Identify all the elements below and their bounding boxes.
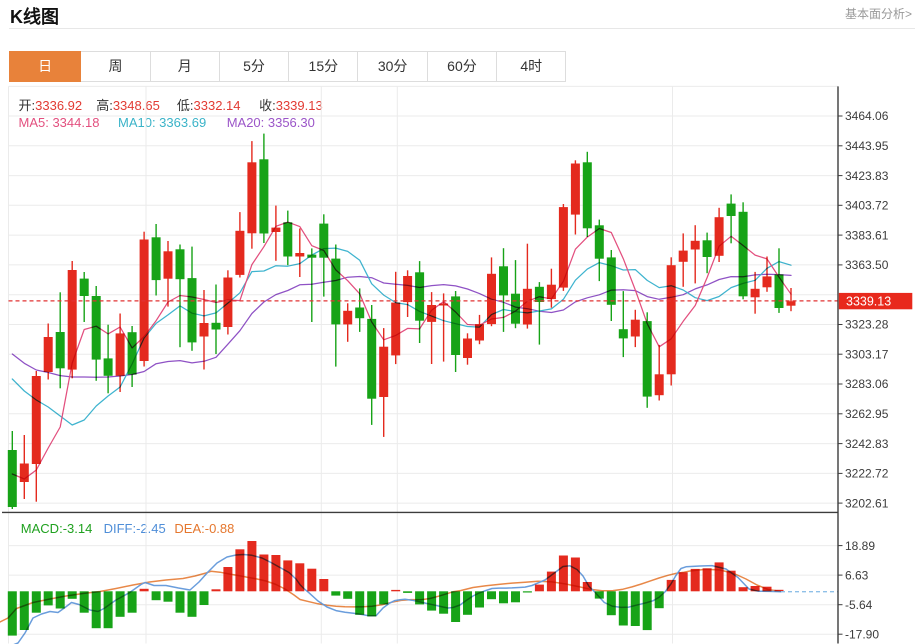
svg-text:3423.83: 3423.83 <box>845 169 889 183</box>
svg-text:3242.83: 3242.83 <box>845 437 889 451</box>
svg-text:3303.17: 3303.17 <box>845 347 889 361</box>
svg-text:3464.06: 3464.06 <box>845 109 889 123</box>
svg-text:3202.61: 3202.61 <box>845 496 889 510</box>
svg-text:3323.28: 3323.28 <box>845 318 889 332</box>
svg-text:3283.06: 3283.06 <box>845 377 889 391</box>
svg-text:3403.72: 3403.72 <box>845 199 889 213</box>
svg-text:-17.90: -17.90 <box>845 627 879 641</box>
svg-text:3262.95: 3262.95 <box>845 407 889 421</box>
svg-text:3339.13: 3339.13 <box>846 294 891 308</box>
svg-text:3383.61: 3383.61 <box>845 228 889 242</box>
svg-text:18.89: 18.89 <box>845 539 875 553</box>
svg-text:3363.50: 3363.50 <box>845 258 889 272</box>
svg-text:3222.72: 3222.72 <box>845 467 889 481</box>
svg-text:3443.95: 3443.95 <box>845 139 889 153</box>
svg-text:-5.64: -5.64 <box>845 598 873 612</box>
svg-text:6.63: 6.63 <box>845 568 869 582</box>
